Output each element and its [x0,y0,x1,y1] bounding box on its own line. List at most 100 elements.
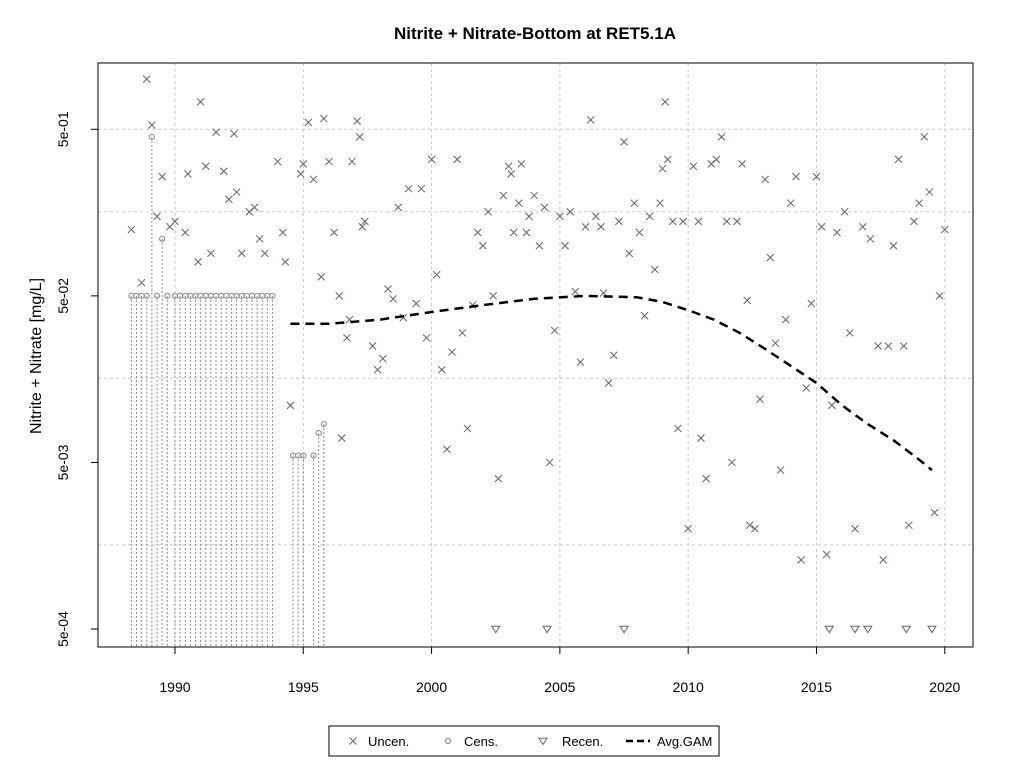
uncensored-point [427,155,436,164]
uncensored-point [812,172,821,181]
x-marker-stroke [771,339,780,348]
x-marker-stroke [761,175,770,184]
uncensored-point [304,118,313,127]
x-marker-stroke [230,129,238,138]
y-axis: 5e-04 5e-03 5e-02 5e-01 [55,111,98,647]
x-marker-stroke [645,212,654,221]
x-marker-stroke [940,225,949,234]
uncensored-point [181,228,190,237]
x-marker-stroke [237,249,246,258]
x-marker-stroke [756,395,764,403]
censored-point [159,235,166,242]
x-marker-stroke [674,424,682,433]
uncensored-point [463,424,472,433]
recensored-point [901,625,912,634]
uncensored-point [448,348,456,356]
x-marker-stroke [349,737,357,745]
x-marker-stroke [661,98,669,106]
x-tick-label: 2000 [416,679,447,695]
uncensored-point [684,524,693,533]
uncensored-point [422,333,431,342]
x-marker-stroke [776,466,785,474]
uncensored-point [494,474,503,483]
uncensored-point [597,222,605,231]
x-marker-stroke [337,434,346,442]
x-marker-stroke [432,270,441,279]
uncensored-point [378,354,387,363]
uncensored-point [828,401,836,410]
x-marker-stroke [530,191,539,200]
x-marker-stroke [679,217,687,226]
censored-point [269,292,276,299]
y-tick-label: 5e-04 [55,611,71,647]
legend-label: Cens. [464,734,498,749]
uncensored-point [281,258,290,266]
x-marker-stroke [525,212,533,221]
uncensored-point [845,328,854,337]
x-marker-stroke [658,164,667,173]
uncensored-point [817,222,826,231]
uncensored-point [609,351,618,360]
x-marker-stroke [650,265,659,274]
uncensored-point [712,155,721,164]
x-marker-stroke [920,133,929,141]
x-marker-stroke [273,157,282,166]
x-marker-stroke [412,299,421,308]
x-marker-stroke [635,228,644,237]
uncensored-point [319,114,328,123]
uncensored-point [148,121,156,129]
uncensored-point [504,162,513,171]
x-marker-stroke [384,285,392,293]
legend: Uncen. Cens. Recen. Avg.GAM [328,725,720,757]
uncensored-point [335,292,344,300]
x-marker-stroke [325,157,333,166]
uncensored-point [797,556,805,564]
legend-label: Avg.GAM [657,734,712,749]
uncensored-point [899,342,908,350]
uncensored-point [142,75,151,83]
x-marker-stroke [158,172,167,181]
x-marker-stroke [604,379,613,387]
x-marker-stroke [899,342,908,350]
uncensored-point [615,217,623,226]
x-marker-stroke [663,155,672,164]
uncensored-point [522,228,531,237]
x-marker-stroke [889,241,898,250]
uncensored-point [874,342,882,350]
uncensored-point [656,199,664,208]
uncensored-point [389,294,397,303]
x-marker-stroke [507,170,515,178]
uncensored-point [717,133,726,141]
x-marker-stroke [727,458,736,467]
uncensored-point [225,195,233,204]
x-marker-stroke [910,217,918,226]
uncensored-point [840,207,849,216]
x-marker-stroke [309,175,318,184]
x-marker-stroke [745,521,754,530]
y-tick-label: 5e-03 [55,444,71,480]
x-marker-stroke [517,160,526,168]
uncensored-point [751,524,759,533]
x-marker-stroke [127,225,136,234]
recensored-point [490,625,501,634]
uncensored-point [453,155,462,164]
x-marker-stroke [694,217,703,226]
uncensored-point [766,253,775,262]
x-marker-stroke [851,524,859,533]
uncensored-point [738,160,746,168]
x-marker-stroke [358,222,367,231]
x-marker-stroke [615,217,623,226]
uncensored-point [330,228,338,237]
x-marker-stroke [201,162,210,171]
uncensored-point [299,160,308,168]
uncensored-point [127,225,136,234]
x-marker-stroke [345,315,354,324]
x-marker-stroke [571,287,580,296]
censored-ranges [130,136,325,647]
x-marker-stroke [581,222,590,231]
uncensored-point [260,249,269,258]
uncensored-point [219,167,228,176]
x-marker-stroke [915,199,923,208]
uncensored-point [935,292,944,300]
